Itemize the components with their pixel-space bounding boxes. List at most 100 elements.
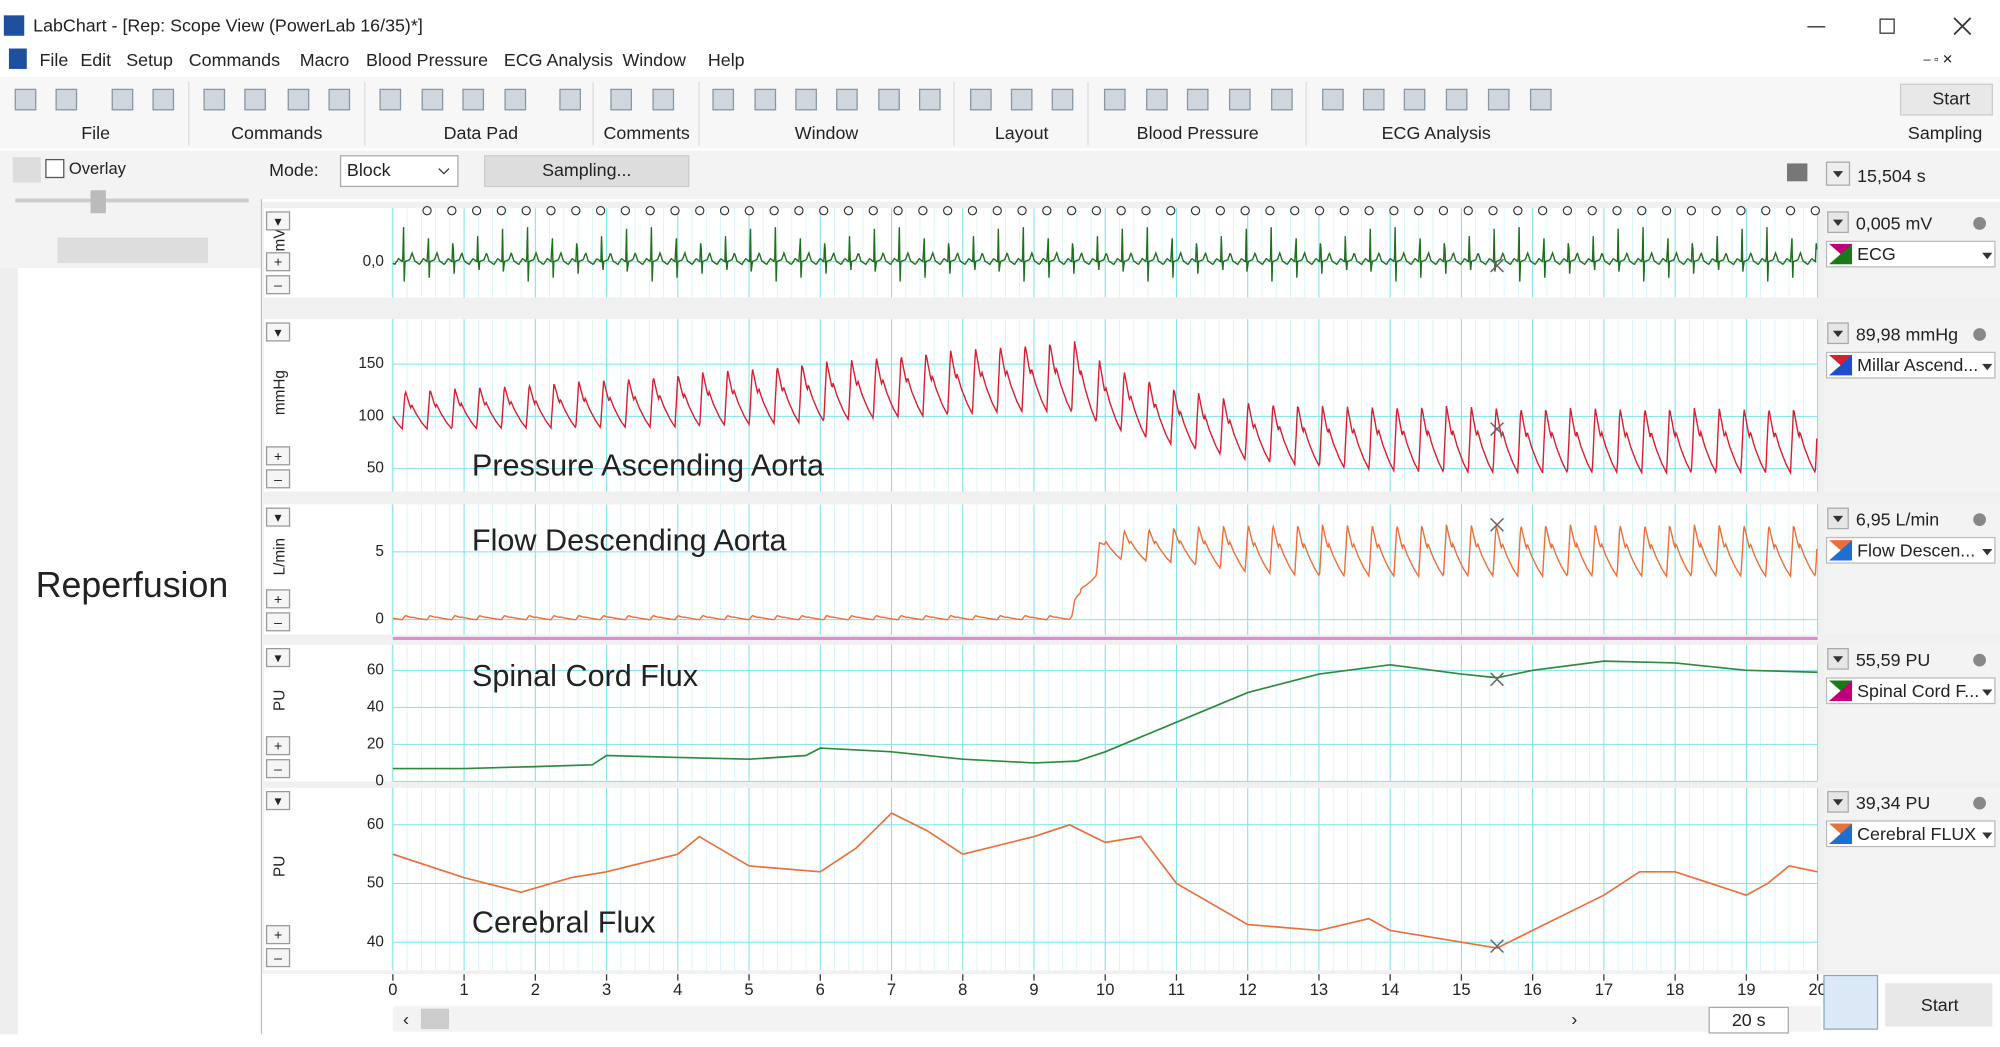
- beat-marker: [1291, 207, 1299, 215]
- toolbar-icon[interactable]: [1147, 89, 1167, 109]
- beat-marker: [1687, 207, 1695, 215]
- y-tick-label: 5: [375, 543, 384, 560]
- toolbar-icon[interactable]: [755, 89, 775, 109]
- info-dot[interactable]: [1973, 513, 1986, 526]
- scale-button-label[interactable]: ▾: [275, 509, 282, 525]
- toolbar-icon[interactable]: [1489, 89, 1509, 109]
- scale-button-label[interactable]: ▾: [275, 213, 282, 229]
- scale-button-label[interactable]: –: [274, 277, 282, 293]
- sampling-label[interactable]: Sampling...: [542, 160, 631, 180]
- scope-button[interactable]: [1824, 975, 1878, 1029]
- channel-name[interactable]: ECG: [1857, 244, 1896, 264]
- toolbar-icon[interactable]: [1105, 89, 1125, 109]
- info-dot[interactable]: [1973, 654, 1986, 667]
- scale-button-label[interactable]: ▾: [275, 650, 282, 666]
- sidebar-buttons[interactable]: [57, 237, 208, 263]
- toolbar-icon[interactable]: [1364, 89, 1384, 109]
- toolbar-icon[interactable]: [204, 89, 224, 109]
- info-dot[interactable]: [1973, 797, 1986, 810]
- toolbar-icon[interactable]: [611, 89, 631, 109]
- toolbar-icon[interactable]: [329, 89, 349, 109]
- start-label-bottom[interactable]: Start: [1921, 995, 1959, 1015]
- chart-icon[interactable]: [1787, 163, 1807, 181]
- menu-item[interactable]: Help: [708, 50, 745, 70]
- scale-button-label[interactable]: +: [274, 254, 282, 270]
- doc-icon: [9, 49, 27, 69]
- toolbar-icon[interactable]: [463, 89, 483, 109]
- toolbar-icon[interactable]: [1404, 89, 1424, 109]
- toolbar-icon[interactable]: [153, 89, 173, 109]
- toolbar-icon[interactable]: [796, 89, 816, 109]
- menu-item[interactable]: Window: [622, 50, 686, 70]
- beat-marker: [1266, 207, 1274, 215]
- scale-button-label[interactable]: –: [274, 614, 282, 630]
- group-label: Comments: [604, 123, 690, 143]
- toolbar-icon[interactable]: [1188, 89, 1208, 109]
- h-scrollbar[interactable]: [393, 1006, 1822, 1032]
- mode-value[interactable]: Block: [347, 160, 391, 180]
- channel-name[interactable]: Millar Ascend...: [1857, 355, 1978, 375]
- menu-item[interactable]: ECG Analysis: [504, 50, 613, 70]
- toolbar-icon[interactable]: [15, 89, 35, 109]
- unit-label: PU: [272, 690, 289, 711]
- beat-marker: [1638, 207, 1646, 215]
- menu-item[interactable]: Macro: [300, 50, 350, 70]
- toolbar-icon[interactable]: [920, 89, 940, 109]
- toolbar-icon[interactable]: [1230, 89, 1250, 109]
- toolbar-icon[interactable]: [422, 89, 442, 109]
- scale-button-label[interactable]: +: [274, 591, 282, 607]
- channel-name[interactable]: Cerebral FLUX: [1857, 824, 1976, 844]
- toolbar-icon[interactable]: [112, 89, 132, 109]
- toolbar-icon[interactable]: [971, 89, 991, 109]
- toolbar-icon[interactable]: [56, 89, 76, 109]
- scale-button-label[interactable]: –: [274, 950, 282, 966]
- scale-button-label[interactable]: –: [274, 761, 282, 777]
- toolbar-icon[interactable]: [1323, 89, 1343, 109]
- channel-name[interactable]: Flow Descen...: [1857, 540, 1975, 560]
- start-label[interactable]: Start: [1932, 88, 1970, 108]
- scale-button-label[interactable]: +: [274, 448, 282, 464]
- toolbar-icon[interactable]: [288, 89, 308, 109]
- scale-button-label[interactable]: ▾: [275, 793, 282, 809]
- scale-button-label[interactable]: –: [274, 471, 282, 487]
- sidebar-scrollbar[interactable]: [0, 268, 18, 1034]
- scroll-thumb[interactable]: [421, 1009, 449, 1029]
- toolbar-icon[interactable]: [1011, 89, 1031, 109]
- info-dot[interactable]: [1973, 217, 1986, 230]
- beat-marker: [423, 207, 431, 215]
- scale-button-label[interactable]: +: [274, 738, 282, 754]
- info-dot[interactable]: [1973, 328, 1986, 341]
- menu-item[interactable]: File: [40, 50, 69, 70]
- toolbar-icon[interactable]: [653, 89, 673, 109]
- x-tick-label: 17: [1595, 980, 1613, 999]
- menu-item[interactable]: Commands: [189, 50, 280, 70]
- menu-item[interactable]: Blood Pressure: [366, 50, 488, 70]
- toolbar-icon[interactable]: [837, 89, 857, 109]
- toolbar-icon[interactable]: [879, 89, 899, 109]
- toolbar-icon[interactable]: [713, 89, 733, 109]
- slider-thumb[interactable]: [91, 190, 106, 213]
- beat-marker: [1092, 207, 1100, 215]
- channel-name[interactable]: Spinal Cord F...: [1857, 681, 1979, 701]
- toolbar-icon[interactable]: [1052, 89, 1072, 109]
- beat-marker: [1613, 207, 1621, 215]
- x-tick-label: 19: [1737, 980, 1755, 999]
- scroll-right[interactable]: ›: [1571, 1009, 1577, 1029]
- scale-button-label[interactable]: +: [274, 927, 282, 943]
- toolbar-icon[interactable]: [1531, 89, 1551, 109]
- toolbar-icon[interactable]: [560, 89, 580, 109]
- readout: 0,005 mV: [1856, 213, 1932, 233]
- toolbar-icon[interactable]: [505, 89, 525, 109]
- beat-marker: [1464, 207, 1472, 215]
- overlay-checkbox[interactable]: [46, 160, 64, 178]
- overlay-tool[interactable]: [13, 157, 41, 183]
- menu-item[interactable]: Edit: [80, 50, 111, 70]
- toolbar-icon[interactable]: [245, 89, 265, 109]
- scale-button-label[interactable]: ▾: [275, 324, 282, 340]
- beat-marker: [1786, 207, 1794, 215]
- toolbar-icon[interactable]: [380, 89, 400, 109]
- menu-item[interactable]: Setup: [126, 50, 173, 70]
- toolbar-icon[interactable]: [1446, 89, 1466, 109]
- toolbar-icon[interactable]: [1272, 89, 1292, 109]
- scroll-left[interactable]: ‹: [403, 1009, 409, 1029]
